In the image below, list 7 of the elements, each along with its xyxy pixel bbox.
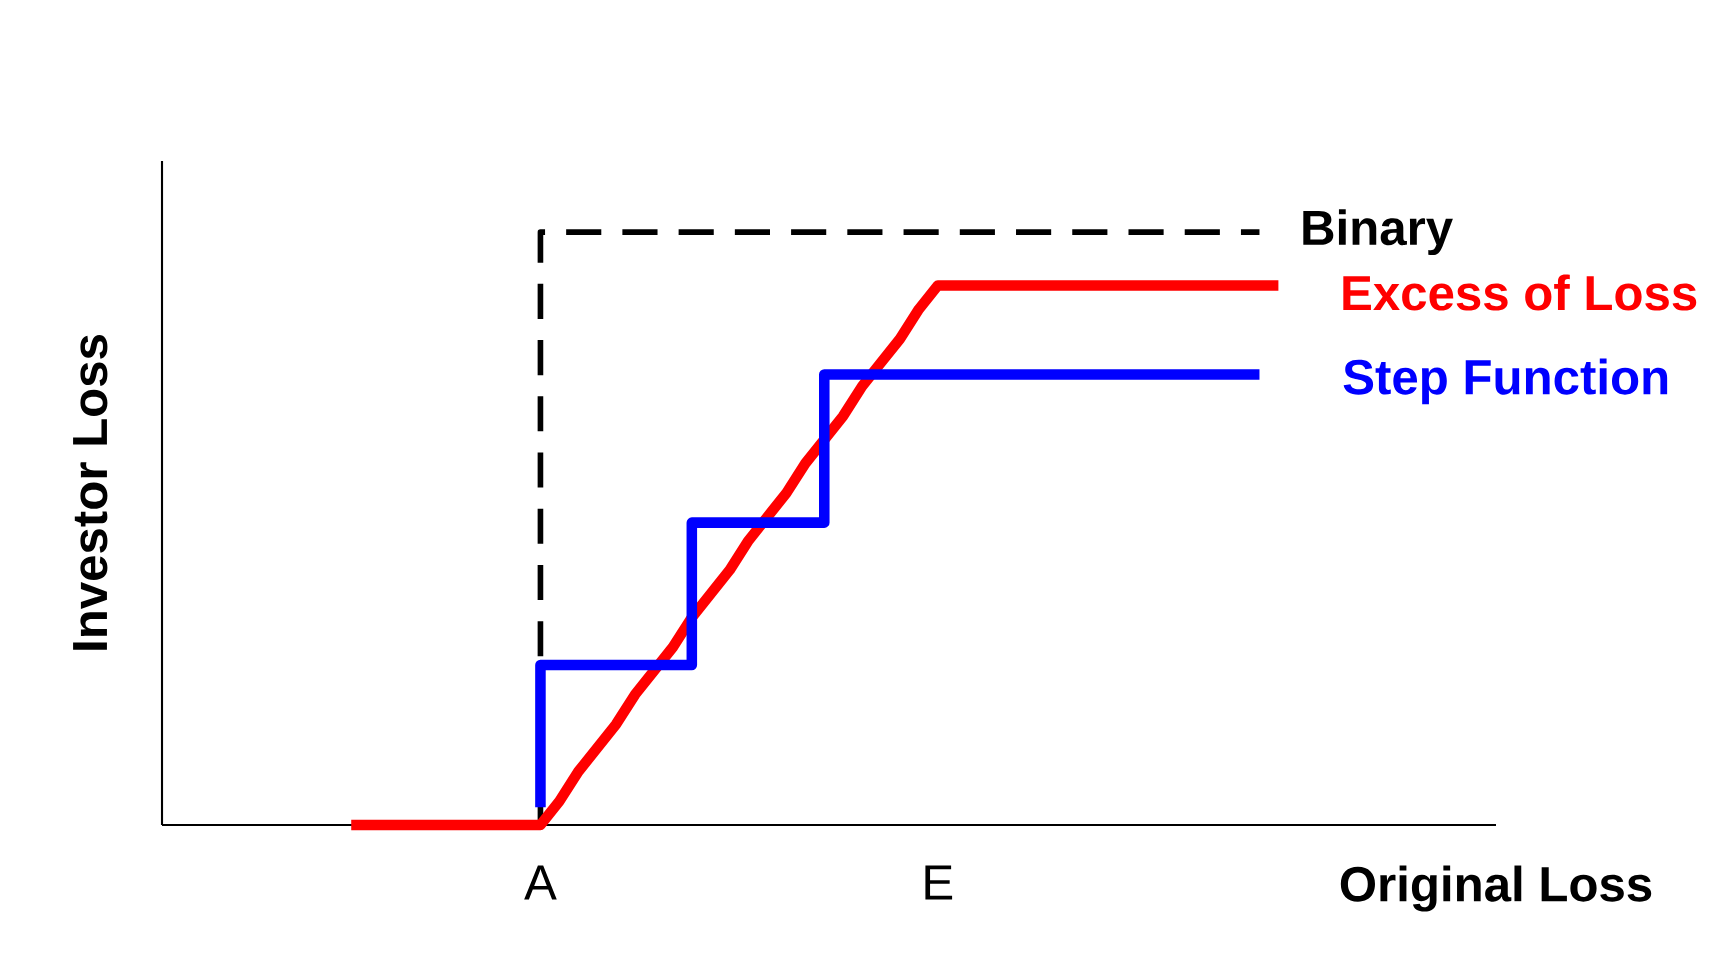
y-axis-title: Investor Loss bbox=[73, 335, 108, 650]
x-tick-label: E bbox=[925, 865, 953, 900]
series-label: Step Function bbox=[1343, 358, 1668, 405]
x-tick-label: A bbox=[524, 865, 557, 900]
series-label: Excess of Loss bbox=[1343, 274, 1697, 311]
x-axis-title: Original Loss bbox=[1340, 865, 1652, 912]
series-label: Binary bbox=[1303, 209, 1453, 256]
